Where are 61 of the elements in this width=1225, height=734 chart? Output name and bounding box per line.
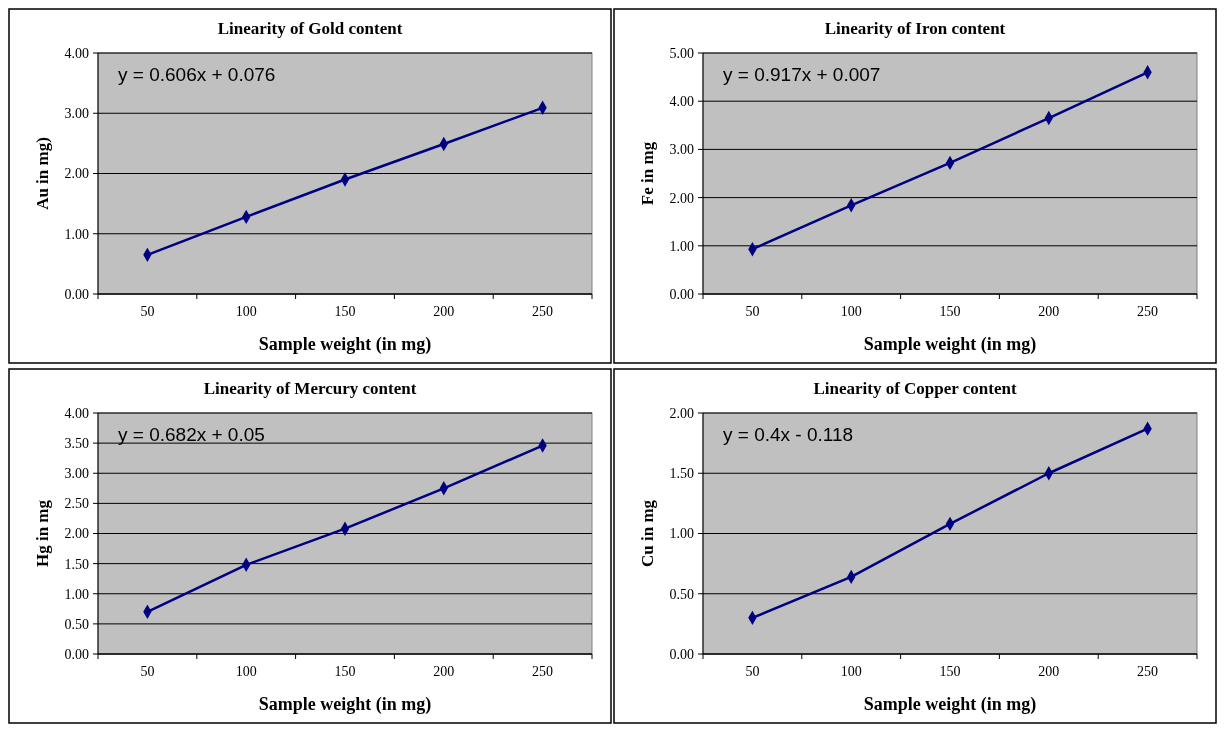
y-axis-title: Hg in mg	[33, 499, 52, 568]
x-axis-title: Sample weight (in mg)	[863, 334, 1037, 355]
y-axis-title: Cu in mg	[638, 499, 657, 568]
y-tick-label: 2.00	[669, 405, 694, 421]
annotation: y = 0.682x + 0.05	[118, 424, 265, 445]
annotation: y = 0.4x - 0.118	[723, 424, 854, 445]
chart-title: Linearity of Gold content	[217, 19, 403, 38]
y-tick-label: 2.50	[64, 496, 89, 512]
x-axis-title: Sample weight (in mg)	[863, 694, 1037, 715]
x-tick-label: 50	[745, 664, 760, 679]
x-tick-label: 200	[433, 664, 455, 679]
chart-title: Linearity of Mercury content	[203, 379, 417, 398]
x-tick-label: 150	[939, 664, 961, 679]
y-tick-label: 4.00	[669, 94, 694, 110]
x-tick-label: 50	[140, 664, 155, 679]
x-tick-label: 250	[1137, 304, 1159, 319]
y-tick-label: 1.00	[669, 238, 694, 254]
x-tick-label: 100	[235, 304, 257, 319]
x-tick-label: 50	[745, 304, 760, 319]
x-tick-label: 100	[840, 304, 862, 319]
y-tick-label: 1.00	[64, 586, 89, 602]
y-tick-label: 0.00	[64, 646, 89, 662]
y-tick-label: 3.00	[64, 466, 89, 482]
y-axis-title: Au in mg)	[33, 137, 52, 210]
x-tick-label: 150	[939, 304, 961, 319]
chart-title: Linearity of Iron content	[824, 19, 1006, 38]
x-tick-label: 100	[840, 664, 862, 679]
x-axis-title: Sample weight (in mg)	[258, 694, 432, 715]
y-tick-label: 4.00	[64, 405, 89, 421]
y-tick-label: 2.00	[669, 190, 694, 206]
y-tick-label: 3.00	[669, 142, 694, 158]
y-tick-label: 2.00	[64, 526, 89, 542]
x-tick-label: 250	[1137, 664, 1159, 679]
x-tick-label: 200	[1038, 664, 1060, 679]
y-tick-label: 0.50	[669, 586, 694, 602]
y-tick-label: 4.00	[64, 45, 89, 61]
y-tick-label: 3.50	[64, 436, 89, 452]
x-tick-label: 200	[1038, 304, 1060, 319]
annotation: y = 0.606x + 0.076	[118, 64, 276, 85]
y-tick-label: 0.50	[64, 616, 89, 632]
y-tick-label: 3.00	[64, 106, 89, 122]
y-axis-title: Fe in mg	[638, 141, 657, 206]
x-tick-label: 250	[532, 664, 554, 679]
y-tick-label: 2.00	[64, 166, 89, 182]
chart-title: Linearity of Copper content	[813, 379, 1017, 398]
x-tick-label: 150	[334, 304, 356, 319]
x-tick-label: 200	[433, 304, 455, 319]
y-tick-label: 0.00	[669, 646, 694, 662]
x-tick-label: 50	[140, 304, 155, 319]
annotation: y = 0.917x + 0.007	[723, 64, 881, 85]
y-tick-label: 1.00	[669, 526, 694, 542]
y-tick-label: 1.50	[669, 466, 694, 482]
y-tick-label: 0.00	[669, 286, 694, 302]
y-tick-label: 5.00	[669, 45, 694, 61]
y-tick-label: 1.50	[64, 556, 89, 572]
y-tick-label: 1.00	[64, 226, 89, 242]
x-tick-label: 100	[235, 664, 257, 679]
x-axis-title: Sample weight (in mg)	[258, 334, 432, 355]
y-tick-label: 0.00	[64, 286, 89, 302]
x-tick-label: 250	[532, 304, 554, 319]
x-tick-label: 150	[334, 664, 356, 679]
